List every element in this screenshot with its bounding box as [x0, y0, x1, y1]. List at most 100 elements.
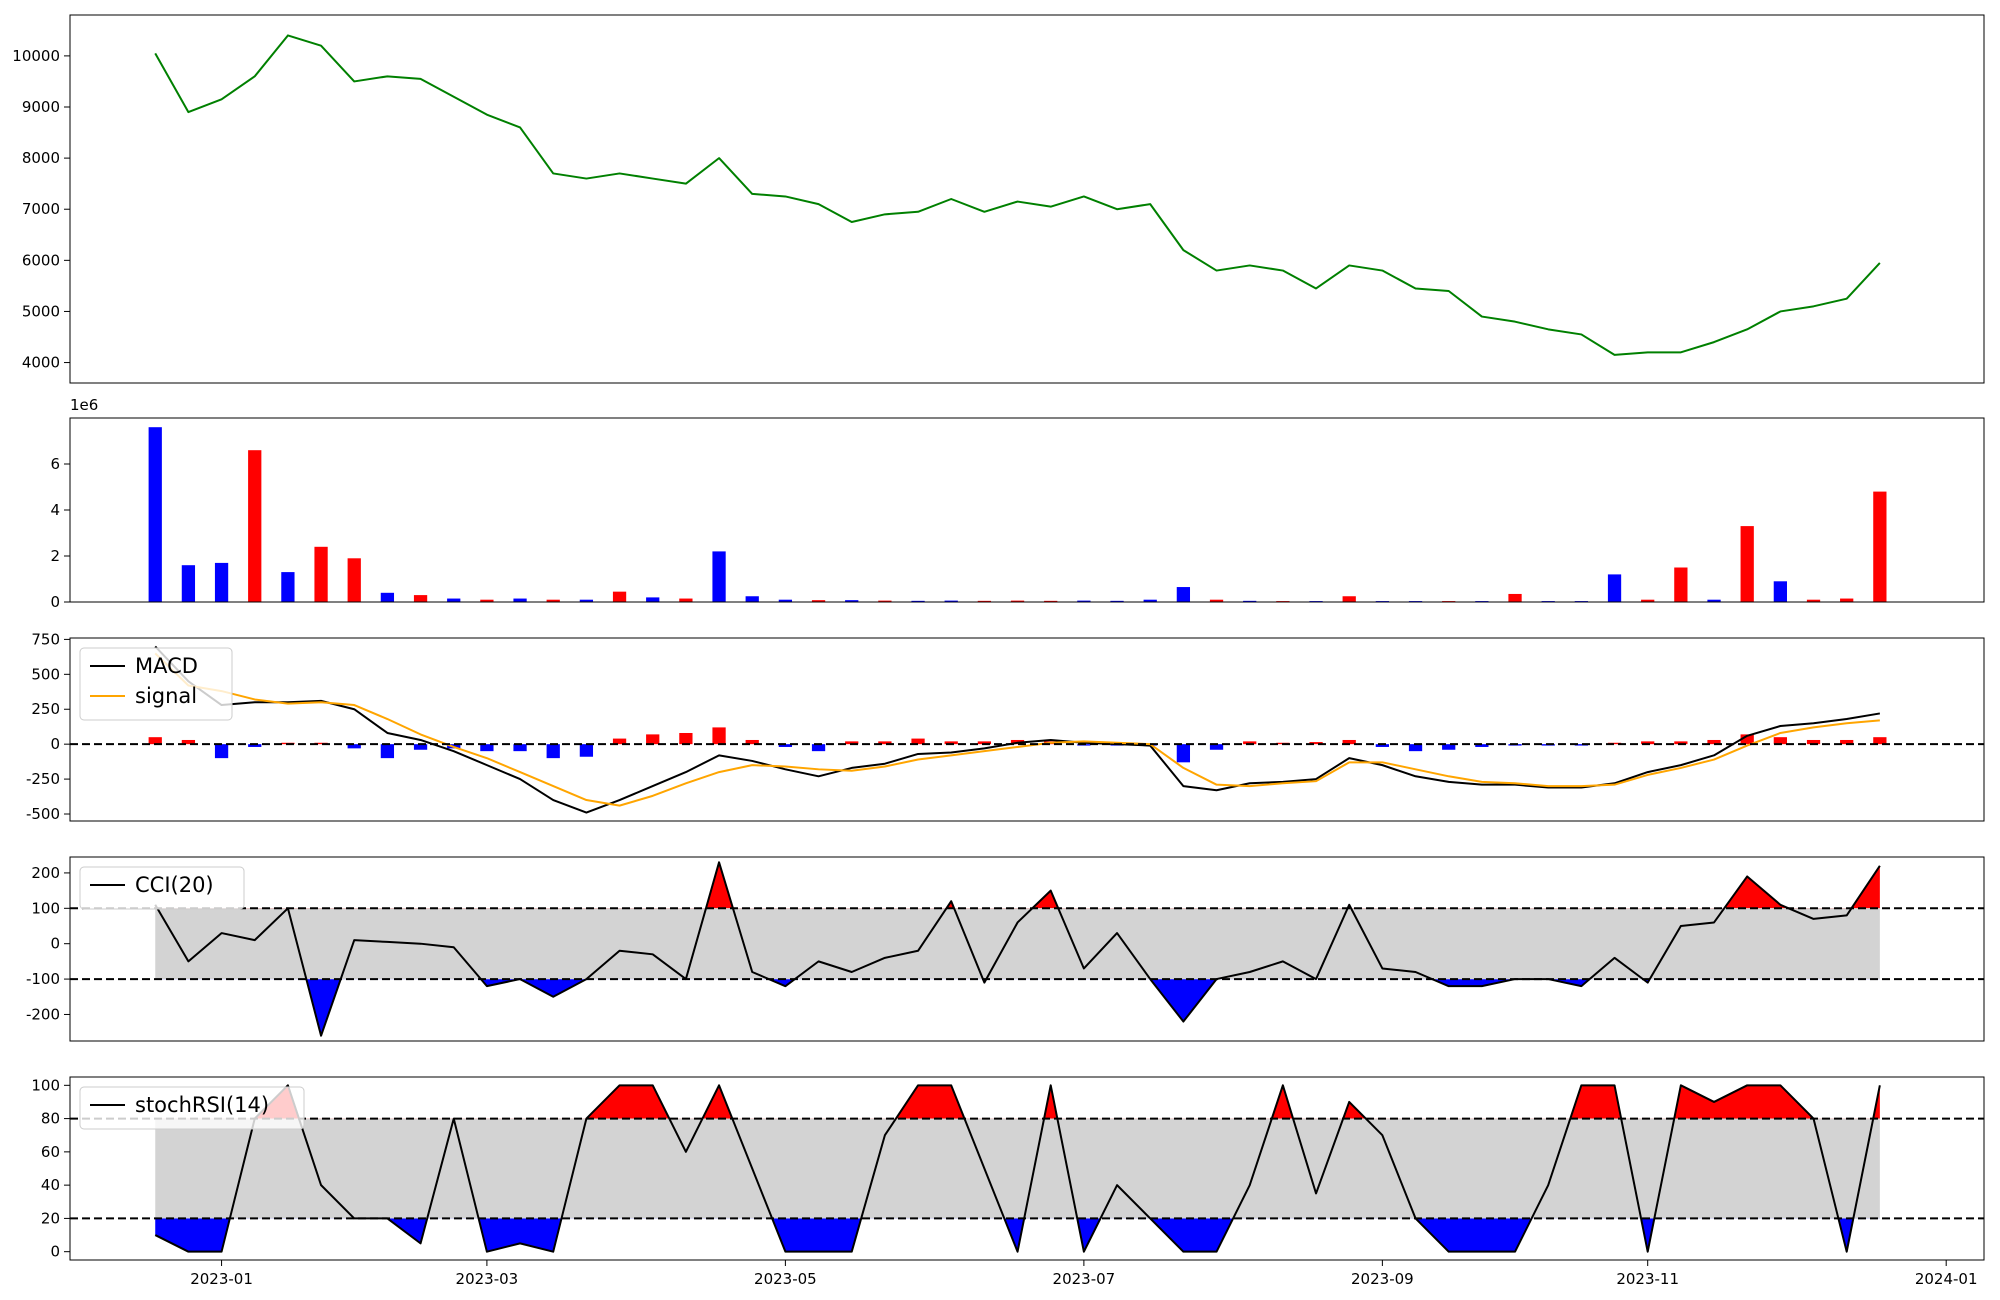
- panel: -500 -250 0 250 500 750 MACD signal: [26, 630, 1985, 823]
- legend-box: [79, 866, 245, 910]
- volume-bar: [1707, 599, 1721, 602]
- volume-bar: [1243, 600, 1257, 602]
- volume-bar: [977, 600, 992, 602]
- offset-label: 1e6: [70, 396, 98, 414]
- legend-label: CCI(20): [135, 873, 214, 897]
- series-line: [154, 645, 1881, 814]
- histogram-bar: [1176, 744, 1191, 763]
- volume-bar: [1209, 599, 1224, 602]
- histogram-bar: [1475, 744, 1489, 747]
- volume-bar: [214, 562, 229, 602]
- overbought-fill: [254, 1085, 1880, 1119]
- histogram-bar: [413, 744, 428, 750]
- series-line: [154, 652, 1880, 807]
- axes-frame: [69, 856, 1985, 1042]
- plot-area: [70, 1084, 1984, 1253]
- y-tick-label: 0: [50, 735, 60, 753]
- histogram-bar: [1773, 737, 1787, 745]
- histogram-bar: [1740, 734, 1754, 745]
- series-line: [154, 1084, 1881, 1253]
- volume-bar: [546, 599, 560, 602]
- volume-bar: [413, 595, 428, 602]
- y-tick-label: 20: [41, 1209, 60, 1227]
- y-tick-label: 4: [50, 501, 60, 519]
- histogram-bar: [1408, 744, 1423, 752]
- y-tick-label: 0: [50, 935, 60, 953]
- x-tick-label: 2023-09: [1351, 1270, 1414, 1288]
- histogram-bar: [347, 744, 361, 749]
- histogram-bar: [1607, 742, 1622, 745]
- histogram-bar: [745, 739, 759, 745]
- histogram-bar: [944, 741, 958, 745]
- volume-bar: [248, 450, 262, 602]
- histogram-bar: [1674, 741, 1688, 745]
- histogram-bar: [1342, 739, 1356, 745]
- oversold-fill: [155, 979, 1880, 1036]
- histogram-bar: [679, 732, 693, 745]
- volume-bar: [1806, 599, 1821, 602]
- volume-bar: [1176, 587, 1191, 602]
- volume-bar: [1342, 596, 1356, 602]
- y-tick-label: 6000: [22, 251, 60, 269]
- legend-box: [79, 1086, 305, 1130]
- volume-bar: [380, 592, 395, 602]
- volume-bar: [679, 598, 693, 602]
- x-tick-label: 2023-03: [456, 1270, 519, 1288]
- histogram-bar: [1375, 744, 1390, 747]
- y-tick-label: -500: [26, 805, 60, 823]
- volume-bar: [1840, 598, 1854, 602]
- volume-bar: [1773, 581, 1787, 602]
- histogram-bar: [1309, 742, 1323, 745]
- volume-bar: [513, 598, 527, 602]
- panel: 0 2 4 6 1e6: [50, 396, 1985, 611]
- y-tick-label: 7000: [22, 200, 60, 218]
- plot-area: [70, 861, 1984, 1037]
- histogram-bar: [1442, 744, 1456, 750]
- volume-bar: [1077, 600, 1091, 602]
- histogram-bar: [911, 738, 925, 745]
- y-tick-label: 9000: [22, 98, 60, 116]
- histogram-bar: [845, 741, 859, 745]
- histogram-bar: [380, 744, 395, 759]
- histogram-bar: [314, 742, 328, 745]
- y-tick-label: 100: [31, 899, 60, 917]
- histogram-bar: [712, 727, 726, 745]
- histogram-bar: [612, 738, 627, 745]
- y-tick-label: 0: [50, 1243, 60, 1261]
- volume-bar: [314, 546, 328, 602]
- volume-bar: [480, 599, 494, 602]
- y-tick-label: -200: [26, 1005, 60, 1023]
- histogram-bar: [977, 741, 992, 745]
- histogram-bar: [646, 734, 660, 745]
- x-tick-label: 2024-01: [1915, 1270, 1978, 1288]
- histogram-bar: [480, 744, 494, 752]
- histogram-bar: [248, 744, 262, 747]
- y-tick-label: 40: [41, 1176, 60, 1194]
- y-tick-label: 250: [31, 700, 60, 718]
- volume-bar: [281, 572, 295, 602]
- x-tick-label: 2023-05: [754, 1270, 817, 1288]
- y-tick-label: 750: [31, 630, 60, 648]
- volume-bar: [646, 597, 660, 602]
- y-tick-label: 6: [50, 455, 60, 473]
- y-tick-label: -100: [26, 970, 60, 988]
- neutral-band: [155, 908, 1880, 980]
- histogram-bar: [811, 744, 826, 752]
- y-tick-label: 8000: [22, 149, 60, 167]
- y-tick-label: 80: [41, 1110, 60, 1128]
- histogram-bar: [1209, 744, 1224, 750]
- histogram-bar: [1806, 739, 1821, 745]
- histogram-bar: [878, 741, 892, 745]
- volume-bar: [1641, 599, 1655, 602]
- histogram-bar: [1574, 744, 1588, 746]
- volume-bar: [447, 598, 461, 602]
- axes-frame: [69, 1076, 1985, 1261]
- histogram-bar: [1707, 739, 1721, 745]
- plot-area: [154, 34, 1881, 356]
- axes-frame: [69, 417, 1985, 603]
- histogram-bar: [181, 739, 196, 745]
- axes-frame: [69, 637, 1985, 822]
- volume-bar: [745, 596, 759, 602]
- y-tick-label: 10000: [12, 47, 60, 65]
- volume-bar: [1508, 593, 1522, 602]
